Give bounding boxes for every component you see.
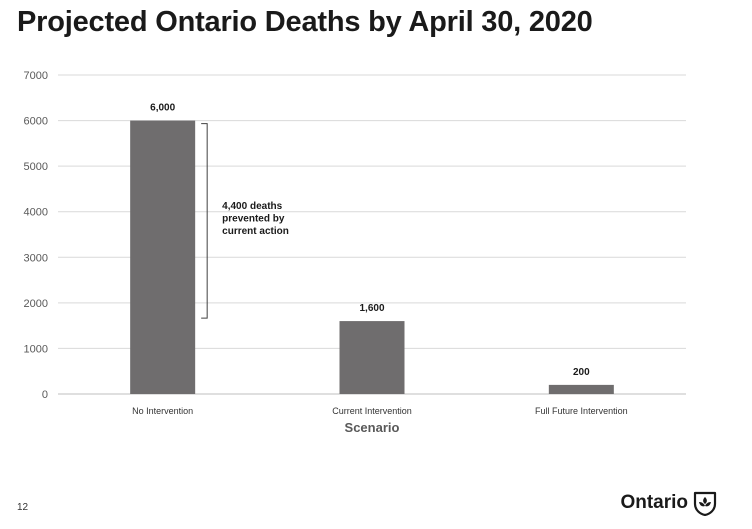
x-tick-label: Full Future Intervention xyxy=(535,406,628,416)
data-label: 200 xyxy=(573,367,590,378)
trillium-icon xyxy=(693,491,717,516)
annotation-text: current action xyxy=(222,226,289,237)
page-title: Projected Ontario Deaths by April 30, 20… xyxy=(17,6,593,38)
data-label: 6,000 xyxy=(150,103,175,114)
bars xyxy=(130,120,614,395)
x-tick-label: Current Intervention xyxy=(332,406,412,416)
annotation-text: prevented by xyxy=(222,213,285,224)
x-axis-categories: No Intervention Current Intervention Full … xyxy=(132,406,627,416)
y-tick-label: 3000 xyxy=(24,252,48,264)
bar xyxy=(130,120,196,395)
x-axis-title: Scenario xyxy=(345,420,400,435)
y-tick-label: 2000 xyxy=(24,298,48,310)
y-tick-label: 1000 xyxy=(24,343,48,355)
annotation-text: 4,400 deaths xyxy=(222,201,282,212)
y-tick-label: 6000 xyxy=(24,116,48,128)
ontario-logo: Ontario xyxy=(620,490,718,516)
data-labels: 6,000 1,600 200 xyxy=(150,103,590,378)
bar xyxy=(548,384,614,394)
annotation-bracket xyxy=(201,123,208,319)
y-tick-label: 7000 xyxy=(24,70,48,82)
y-axis-ticks: 0 1000 2000 3000 4000 5000 6000 7000 xyxy=(24,70,48,401)
data-label: 1,600 xyxy=(359,303,384,314)
y-tick-label: 4000 xyxy=(24,207,48,219)
logo-wordmark: Ontario xyxy=(620,492,688,513)
y-tick-label: 5000 xyxy=(24,161,48,173)
bar xyxy=(339,321,405,394)
y-tick-label: 0 xyxy=(42,389,48,401)
page-number: 12 xyxy=(17,502,29,513)
x-tick-label: No Intervention xyxy=(132,406,193,416)
